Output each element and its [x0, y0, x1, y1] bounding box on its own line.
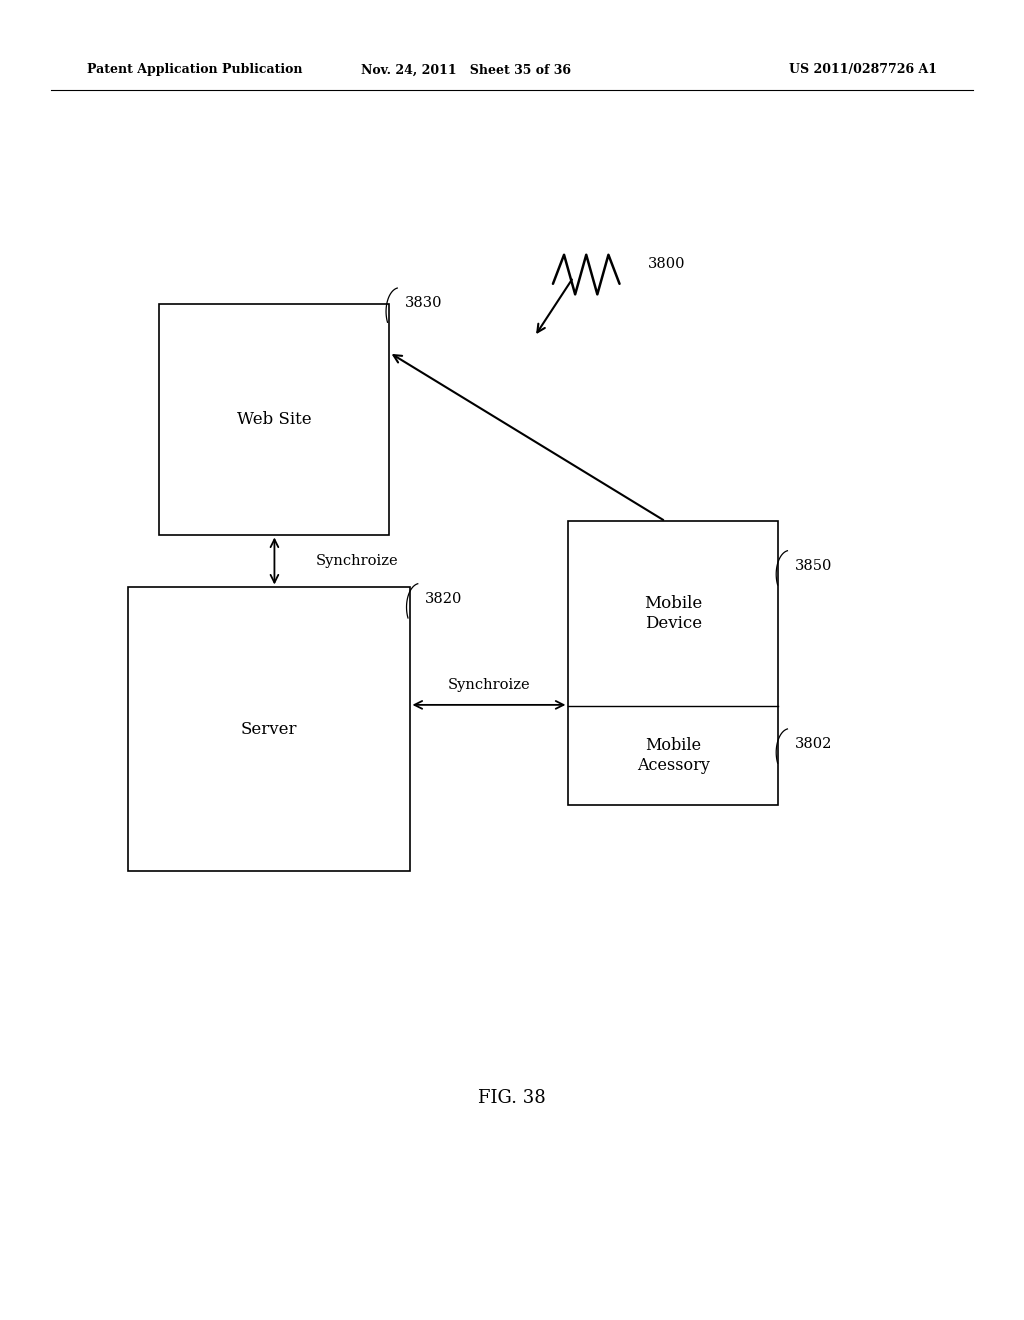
- Text: US 2011/0287726 A1: US 2011/0287726 A1: [788, 63, 937, 77]
- Text: Mobile
Acessory: Mobile Acessory: [637, 738, 710, 774]
- Text: Web Site: Web Site: [237, 411, 311, 428]
- Text: Nov. 24, 2011   Sheet 35 of 36: Nov. 24, 2011 Sheet 35 of 36: [360, 63, 571, 77]
- Bar: [568, 521, 778, 805]
- Text: FIG. 38: FIG. 38: [478, 1089, 546, 1107]
- Bar: [128, 587, 410, 871]
- Text: 3820: 3820: [425, 591, 462, 606]
- Text: Patent Application Publication: Patent Application Publication: [87, 63, 302, 77]
- Bar: [159, 304, 389, 535]
- Text: 3830: 3830: [404, 296, 442, 310]
- Text: 3800: 3800: [648, 256, 686, 271]
- Text: Server: Server: [241, 721, 297, 738]
- Text: Synchroize: Synchroize: [449, 677, 530, 692]
- Text: 3850: 3850: [795, 558, 831, 573]
- Text: 3802: 3802: [795, 737, 831, 751]
- Text: Synchroize: Synchroize: [315, 554, 398, 568]
- Text: Mobile
Device: Mobile Device: [644, 595, 702, 632]
